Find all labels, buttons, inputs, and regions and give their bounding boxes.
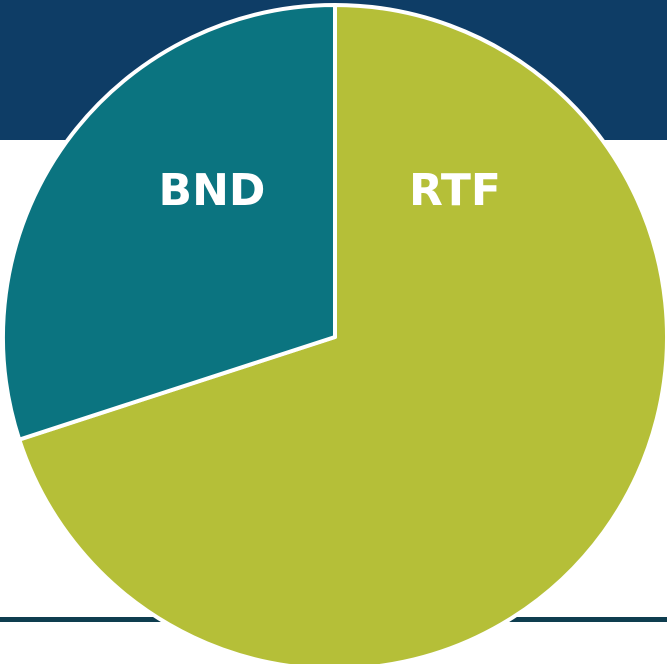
slice-label: RTF [409, 165, 501, 216]
pie-slice [1, 3, 337, 442]
slice-label: BND [159, 165, 266, 216]
pie-slice [17, 3, 667, 664]
